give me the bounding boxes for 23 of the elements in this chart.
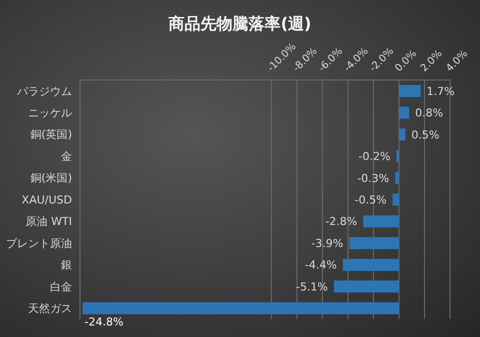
y-tick-label: 原油 WTI (26, 215, 72, 228)
data-label: -5.1% (296, 280, 328, 294)
data-label: -24.8% (84, 315, 124, 328)
data-label: 1.7% (426, 84, 455, 98)
y-tick-label: ニッケル (28, 106, 72, 120)
y-tick-label: ブレント原油 (6, 236, 72, 250)
y-tick-label: 銅(英国) (30, 128, 72, 142)
data-label: -3.9% (311, 236, 344, 250)
y-tick-label: 天然ガス (28, 302, 72, 316)
y-tick-label: 銀 (61, 258, 72, 272)
y-tick-label: 白金 (50, 280, 72, 294)
data-label: -2.8% (325, 215, 358, 228)
y-tick-label: XAU/USD (22, 193, 72, 206)
data-label: -0.5% (354, 193, 387, 206)
chart-title: 商品先物騰落率(週) (168, 14, 312, 35)
y-tick-label: 金 (61, 150, 72, 163)
data-label: -0.2% (358, 150, 390, 164)
y-tick-label: 銅(米国) (30, 172, 72, 185)
data-label: 0.8% (415, 106, 444, 120)
y-tick-label: パラジウム (16, 84, 72, 98)
data-label: -0.3% (357, 172, 390, 185)
data-label: 0.5% (411, 128, 440, 142)
data-label: -4.4% (304, 258, 337, 272)
